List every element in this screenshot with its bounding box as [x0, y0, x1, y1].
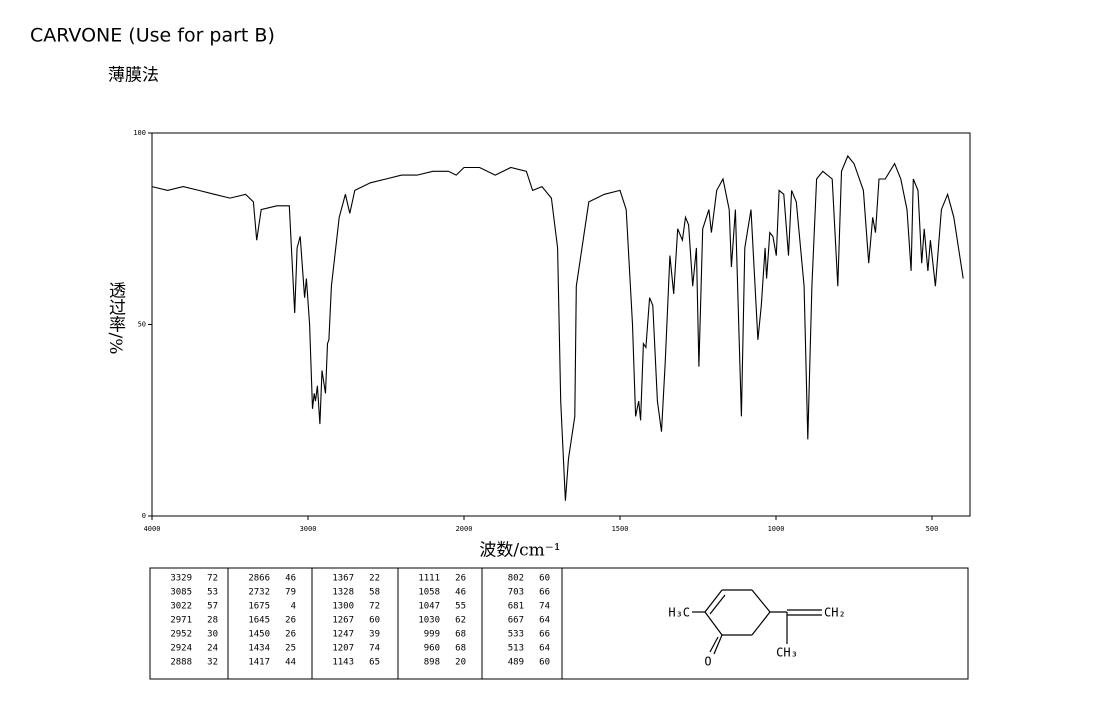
table-cell: 46: [285, 574, 296, 584]
table-cell: 2971: [170, 616, 192, 626]
table-cell: 55: [455, 602, 466, 612]
table-cell: 1675: [248, 602, 270, 612]
table-cell: 74: [539, 602, 550, 612]
x-tick-label: 2000: [456, 525, 473, 533]
y-axis-label: 透过率/%: [105, 282, 126, 355]
table-cell: 26: [455, 574, 466, 584]
y-tick-label: 50: [138, 321, 146, 329]
table-cell: 74: [369, 644, 380, 654]
table-cell: 64: [539, 616, 550, 626]
table-frame: [149, 567, 969, 680]
table-cell: 46: [455, 588, 466, 598]
table-cell: 1434: [248, 644, 270, 654]
table-cell: 3085: [170, 588, 192, 598]
y-tick-label: 100: [133, 129, 146, 137]
table-cell: 58: [369, 588, 380, 598]
table-cell: 32: [207, 658, 218, 668]
table-cell: 1058: [418, 588, 440, 598]
table-cell: 1111: [418, 574, 440, 584]
x-tick-label: 1000: [768, 525, 785, 533]
table-cell: 802: [508, 574, 524, 584]
table-cell: 1267: [332, 616, 354, 626]
x-tick-label: 500: [926, 525, 939, 533]
x-tick-label: 4000: [144, 525, 161, 533]
table-cell: 513: [508, 644, 524, 654]
table-cell: 999: [424, 630, 440, 640]
table-cell: 4: [291, 602, 296, 612]
table-cell: 1047: [418, 602, 440, 612]
structure-label: CH₂: [824, 606, 846, 620]
table-cell: 667: [508, 616, 524, 626]
structure-label: CH₃: [776, 646, 798, 660]
table-cell: 2924: [170, 644, 192, 654]
table-dividers: [227, 568, 563, 679]
table-cell: 681: [508, 602, 524, 612]
table-cell: 2732: [248, 588, 270, 598]
table-cell: 1207: [332, 644, 354, 654]
table-cell: 2866: [248, 574, 270, 584]
table-cell: 60: [539, 574, 550, 584]
table-cell: 3329: [170, 574, 192, 584]
table-cell: 53: [207, 588, 218, 598]
table-cell: 30: [207, 630, 218, 640]
table-cell: 62: [455, 616, 466, 626]
table-cell: 2952: [170, 630, 192, 640]
table-cell: 898: [424, 658, 440, 668]
table-cell: 1300: [332, 602, 354, 612]
table-cell: 68: [455, 630, 466, 640]
table-cell: 39: [369, 630, 380, 640]
y-tick-label: 0: [142, 512, 146, 520]
table-cell: 533: [508, 630, 524, 640]
table-cell: 960: [424, 644, 440, 654]
table-cell: 489: [508, 658, 524, 668]
table-cell: 22: [369, 574, 380, 584]
table-cell: 60: [539, 658, 550, 668]
x-axis-label: 波数/cm⁻¹: [479, 541, 560, 561]
table-cell: 57: [207, 602, 218, 612]
table-cell: 64: [539, 644, 550, 654]
plot-frame: [151, 132, 971, 517]
table-cell: 68: [455, 644, 466, 654]
table-cell: 65: [369, 658, 380, 668]
spectrum-line: [151, 154, 964, 501]
table-cell: 1645: [248, 616, 270, 626]
table-cell: 66: [539, 630, 550, 640]
title: CARVONE (Use for part B): [30, 25, 275, 47]
structure-label: O: [704, 655, 711, 669]
structure-label: H₃C: [668, 606, 690, 620]
table-cell: 44: [285, 658, 296, 668]
table-cell: 72: [369, 602, 380, 612]
table-cell: 28: [207, 616, 218, 626]
table-cell: 1417: [248, 658, 270, 668]
table-cell: 1143: [332, 658, 354, 668]
table-cell: 1328: [332, 588, 354, 598]
table-cell: 2888: [170, 658, 192, 668]
table-cell: 25: [285, 644, 296, 654]
table-cell: 1247: [332, 630, 354, 640]
x-tick-label: 3000: [300, 525, 317, 533]
table-cell: 20: [455, 658, 466, 668]
table-cell: 72: [207, 574, 218, 584]
table-cell: 1367: [332, 574, 354, 584]
table-cell: 703: [508, 588, 524, 598]
structure-bonds: [692, 589, 822, 655]
table-cell: 79: [285, 588, 296, 598]
table-cell: 3022: [170, 602, 192, 612]
x-tick-label: 1500: [612, 525, 629, 533]
subtitle: 薄膜法: [108, 66, 159, 86]
table-cell: 1450: [248, 630, 270, 640]
table-cell: 26: [285, 616, 296, 626]
table-cell: 60: [369, 616, 380, 626]
table-cell: 24: [207, 644, 218, 654]
table-cell: 1030: [418, 616, 440, 626]
table-cell: 66: [539, 588, 550, 598]
table-cell: 26: [285, 630, 296, 640]
